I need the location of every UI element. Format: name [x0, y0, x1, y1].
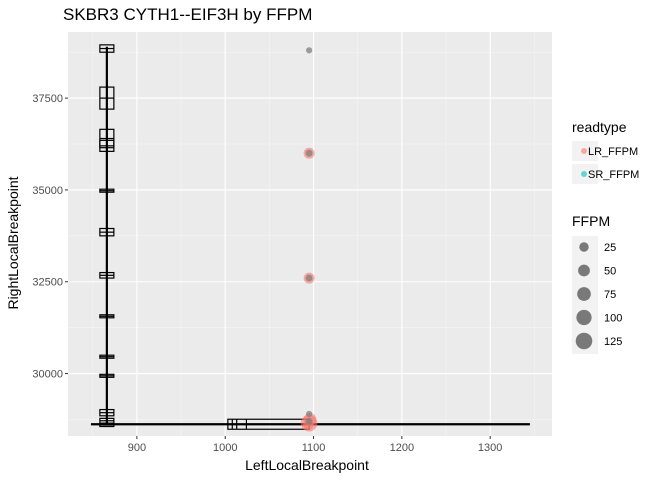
y-tick-label: 35000 — [32, 185, 63, 197]
x-tick-label: 1300 — [478, 442, 502, 454]
legend-readtype-title: readtype — [572, 119, 627, 135]
legend-size-dot — [577, 287, 591, 301]
legend-size-label: 125 — [604, 336, 622, 348]
x-axis-ticks: 900 1000 1100 1200 1300 — [128, 436, 502, 454]
legend-size-label: 50 — [604, 266, 616, 278]
legend-ffpm-title: FFPM — [572, 213, 610, 229]
point-sr_ffpm — [305, 274, 313, 282]
y-axis-label: RightLocalBreakpoint — [5, 176, 21, 309]
legend-size-keys: 25 50 75 100 125 — [575, 242, 622, 350]
point-sr_ffpm — [306, 47, 313, 54]
y-tick-label: 37500 — [32, 93, 63, 105]
point-sr_ffpm — [305, 149, 313, 157]
legend-size-dot — [578, 264, 590, 277]
plot-panel — [68, 32, 552, 436]
x-tick-label: 1000 — [213, 442, 237, 454]
x-tick-label: 900 — [128, 442, 146, 454]
legend-size-dot — [575, 332, 593, 350]
legend-size-dot — [579, 242, 589, 252]
y-tick-label: 30000 — [32, 369, 63, 381]
y-tick-label: 32500 — [32, 277, 63, 289]
legend-key-sr — [581, 171, 587, 177]
legend-size-label: 25 — [604, 242, 616, 254]
legend-ffpm: FFPM 25 50 75 100 125 — [572, 213, 622, 354]
x-axis-label: LeftLocalBreakpoint — [245, 457, 369, 473]
x-tick-label: 1100 — [302, 442, 326, 454]
legend-label-lr: LR_FFPM — [588, 146, 638, 158]
data-points — [300, 47, 318, 432]
point-sr_ffpm — [306, 410, 313, 418]
legend-key-lr — [581, 148, 587, 154]
legend-size-dot — [576, 309, 592, 326]
legend-size-label: 75 — [604, 289, 616, 301]
y-axis-ticks: 30000 32500 35000 37500 — [32, 93, 68, 381]
x-tick-label: 1200 — [390, 442, 414, 454]
legend-label-sr: SR_FFPM — [588, 169, 639, 181]
chart-title: SKBR3 CYTH1--EIF3H by FFPM — [63, 5, 312, 24]
grid-minor — [68, 32, 552, 436]
legend-size-label: 100 — [604, 313, 622, 325]
legend-readtype: readtype LR_FFPM SR_FFPM — [572, 119, 639, 184]
point-sr_ffpm — [305, 417, 313, 425]
